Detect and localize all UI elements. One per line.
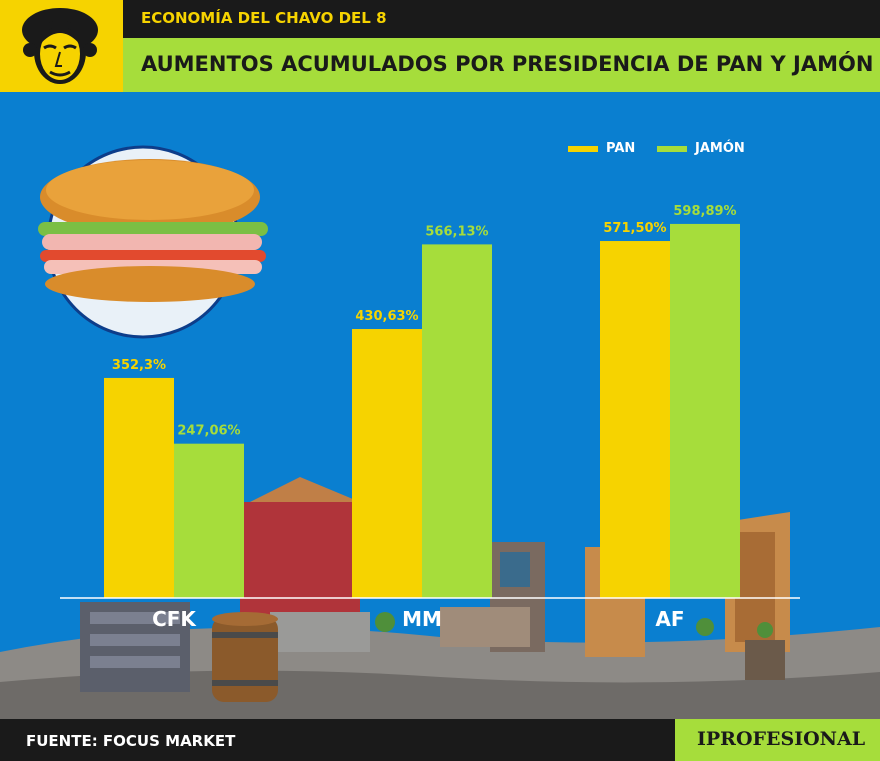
- chavo-face-icon: [22, 8, 98, 84]
- footer-source: FUENTE: FOCUS MARKET: [26, 732, 236, 750]
- labels-layer: 352,3% 247,06% CFK 430,63% 566,13% MM 571,50% 5…: [112, 204, 737, 631]
- legend-pan: PAN: [568, 141, 635, 156]
- brand-name: IPROFESIONAL: [697, 728, 866, 750]
- legend-jamon-label: JAMÓN: [695, 141, 745, 156]
- legend-pan-label: PAN: [606, 141, 636, 156]
- bar-af-jamon: [670, 223, 740, 599]
- data-label-af-pan: 571,50%: [603, 221, 666, 236]
- data-label-mm-jamon: 566,13%: [425, 224, 488, 239]
- category-label-af: AF: [655, 607, 684, 631]
- legend-jamon-swatch: [657, 145, 687, 152]
- category-label-cfk: CFK: [152, 607, 197, 631]
- legend-pan-swatch: [568, 145, 598, 152]
- header-subtitle-bar: ECONOMÍA DEL CHAVO DEL 8: [123, 0, 880, 38]
- bar-cfk-jamon: [174, 443, 244, 598]
- chart-area: 352,3% 247,06% CFK 430,63% 566,13% MM 571,50% 5…: [0, 92, 880, 719]
- data-label-af-jamon: 598,89%: [673, 204, 736, 219]
- brand-logo: IPROFESIONAL: [675, 719, 880, 761]
- chavo-logo: [0, 0, 123, 92]
- sandwich-image: [38, 145, 268, 339]
- header-title-bar: AUMENTOS ACUMULADOS POR PRESIDENCIA DE P…: [123, 38, 880, 92]
- bar-cfk-pan: [104, 377, 174, 598]
- data-label-cfk-jamon: 247,06%: [177, 424, 240, 439]
- category-label-mm: MM: [402, 607, 442, 631]
- bar-mm-jamon: [422, 244, 492, 599]
- bar-mm-pan: [352, 329, 422, 598]
- data-label-cfk-pan: 352,3%: [112, 358, 166, 373]
- legend-jamon: JAMÓN: [657, 141, 745, 156]
- header-subtitle: ECONOMÍA DEL CHAVO DEL 8: [141, 9, 387, 27]
- footer-bar: FUENTE: FOCUS MARKET IPROFESIONAL: [0, 719, 880, 761]
- bar-chart: 352,3% 247,06% CFK 430,63% 566,13% MM 571,50% 5…: [60, 204, 800, 631]
- bars-layer: [104, 223, 740, 599]
- page-title: AUMENTOS ACUMULADOS POR PRESIDENCIA DE P…: [141, 52, 874, 76]
- bar-af-pan: [600, 241, 670, 599]
- data-label-mm-pan: 430,63%: [355, 309, 418, 324]
